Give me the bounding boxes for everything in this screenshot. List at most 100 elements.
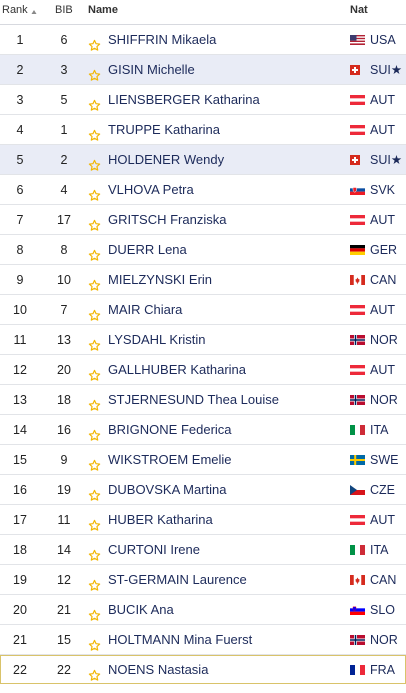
table-row[interactable]: 7 17 GRITSCH Franziska AUT — [0, 205, 406, 235]
nation-code: AUT — [370, 93, 395, 107]
star-icon[interactable] — [88, 543, 101, 561]
rank-cell: 13 — [13, 393, 27, 407]
star-icon[interactable] — [88, 393, 101, 411]
athlete-name: STJERNESUND Thea Louise — [108, 392, 279, 407]
bib-cell: 10 — [57, 273, 71, 287]
table-row[interactable]: 19 12 ST-GERMAIN Laurence CAN — [0, 565, 406, 595]
star-icon[interactable] — [88, 453, 101, 471]
athlete-name: BUCIK Ana — [108, 602, 174, 617]
table-row[interactable]: 3 5 LIENSBERGER Katharina AUT — [0, 85, 406, 115]
athlete-name: CURTONI Irene — [108, 542, 200, 557]
rank-cell: 3 — [16, 93, 24, 107]
table-header: Rank BIB Name Nat — [0, 0, 406, 25]
rank-cell: 19 — [13, 573, 27, 587]
nation-code: GER — [370, 243, 398, 257]
table-row[interactable]: 11 13 LYSDAHL Kristin NOR — [0, 325, 406, 355]
table-body: 1 6 SHIFFRIN Mikaela USA 2 3 GISIN Michelle SUI… — [0, 25, 406, 684]
bib-cell: 19 — [57, 483, 71, 497]
table-row[interactable]: 15 9 WIKSTROEM Emelie SWE — [0, 445, 406, 475]
rank-cell: 14 — [13, 423, 27, 437]
can-flag-icon — [350, 275, 365, 285]
star-icon[interactable] — [88, 213, 101, 231]
star-icon[interactable] — [88, 663, 101, 681]
athlete-name: VLHOVA Petra — [108, 182, 194, 197]
star-icon[interactable] — [88, 573, 101, 591]
table-row[interactable]: 20 21 BUCIK Ana SLO — [0, 595, 406, 625]
star-icon[interactable] — [88, 63, 101, 81]
athlete-name: HOLTMANN Mina Fuerst — [108, 632, 253, 647]
ita-flag-icon — [350, 425, 365, 435]
table-row[interactable]: 12 20 GALLHUBER Katharina AUT — [0, 355, 406, 385]
bib-cell: 8 — [60, 243, 68, 257]
table-row[interactable]: 5 2 HOLDENER Wendy SUI★ — [0, 145, 406, 175]
aut-flag-icon — [350, 365, 365, 375]
rank-cell: 5 — [16, 153, 24, 167]
table-row[interactable]: 9 10 MIELZYNSKI Erin CAN — [0, 265, 406, 295]
table-row[interactable]: 4 1 TRUPPE Katharina AUT — [0, 115, 406, 145]
star-icon[interactable] — [88, 603, 101, 621]
ger-flag-icon — [350, 245, 365, 255]
rank-cell: 1 — [16, 33, 24, 47]
table-row[interactable]: 14 16 BRIGNONE Federica ITA — [0, 415, 406, 445]
star-icon[interactable] — [88, 513, 101, 531]
star-icon[interactable] — [88, 123, 101, 141]
star-icon[interactable] — [88, 333, 101, 351]
rank-cell: 15 — [13, 453, 27, 467]
star-icon[interactable] — [88, 153, 101, 171]
athlete-name: MAIR Chiara — [108, 302, 183, 317]
star-icon[interactable] — [88, 363, 101, 381]
rank-cell: 10 — [13, 303, 27, 317]
nor-flag-icon — [350, 335, 365, 345]
athlete-name: HOLDENER Wendy — [108, 152, 225, 167]
column-header-bib[interactable]: BIB — [55, 4, 73, 16]
star-icon[interactable] — [88, 243, 101, 261]
table-row[interactable]: 21 15 HOLTMANN Mina Fuerst NOR — [0, 625, 406, 655]
athlete-name: TRUPPE Katharina — [108, 122, 220, 137]
swe-flag-icon — [350, 455, 365, 465]
slo-flag-icon — [350, 605, 365, 615]
athlete-name: GALLHUBER Katharina — [108, 362, 247, 377]
rank-cell: 6 — [16, 183, 24, 197]
nation-code: ITA — [370, 543, 389, 557]
table-row[interactable]: 13 18 STJERNESUND Thea Louise NOR — [0, 385, 406, 415]
star-icon[interactable] — [88, 33, 101, 51]
athlete-name: GISIN Michelle — [108, 62, 195, 77]
table-row[interactable]: 22 22 NOENS Nastasia FRA — [0, 655, 406, 684]
table-row[interactable]: 10 7 MAIR Chiara AUT — [0, 295, 406, 325]
column-header-nat[interactable]: Nat — [350, 4, 368, 16]
column-header-rank[interactable]: Rank — [2, 4, 28, 16]
rank-cell: 12 — [13, 363, 27, 377]
nation-code: SVK — [370, 183, 396, 197]
nation-code: CAN — [370, 273, 397, 287]
column-header-name[interactable]: Name — [88, 4, 118, 16]
star-icon[interactable] — [88, 273, 101, 291]
nation-code: AUT — [370, 303, 395, 317]
nation-code: AUT — [370, 513, 395, 527]
table-row[interactable]: 18 14 CURTONI Irene ITA — [0, 535, 406, 565]
star-icon[interactable] — [88, 303, 101, 321]
star-icon[interactable] — [88, 483, 101, 501]
nation-code: FRA — [370, 663, 395, 677]
star-icon[interactable] — [88, 183, 101, 201]
star-icon[interactable] — [88, 633, 101, 651]
table-row[interactable]: 2 3 GISIN Michelle SUI★ — [0, 55, 406, 85]
star-icon[interactable] — [88, 423, 101, 441]
nation-code: SLO — [370, 603, 396, 617]
table-row[interactable]: 1 6 SHIFFRIN Mikaela USA — [0, 25, 406, 55]
table-row[interactable]: 17 11 HUBER Katharina AUT — [0, 505, 406, 535]
aut-flag-icon — [350, 305, 365, 315]
bib-cell: 5 — [60, 93, 68, 107]
table-row[interactable]: 6 4 VLHOVA Petra SVK — [0, 175, 406, 205]
sort-ascending-icon[interactable] — [31, 9, 37, 15]
athlete-name: LIENSBERGER Katharina — [108, 92, 260, 107]
table-row[interactable]: 16 19 DUBOVSKA Martina CZE — [0, 475, 406, 505]
bib-cell: 1 — [60, 123, 68, 137]
nation-code: CZE — [370, 483, 395, 497]
athlete-name: BRIGNONE Federica — [108, 422, 232, 437]
bib-cell: 22 — [57, 663, 71, 677]
can-flag-icon — [350, 575, 365, 585]
athlete-name: ST-GERMAIN Laurence — [108, 572, 247, 587]
table-row[interactable]: 8 8 DUERR Lena GER — [0, 235, 406, 265]
star-icon[interactable] — [88, 93, 101, 111]
fra-flag-icon — [350, 665, 365, 675]
